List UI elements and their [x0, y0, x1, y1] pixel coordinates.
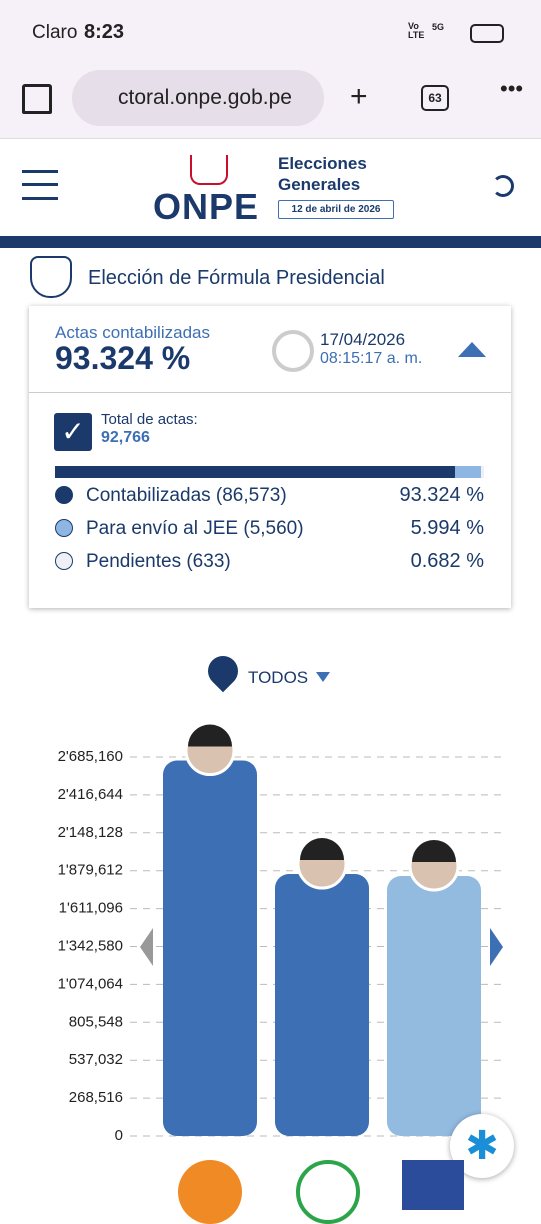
- y-tick-label: 1'611,096: [59, 900, 123, 917]
- y-tick-label: 2'148,128: [58, 824, 123, 841]
- legend-dot: [55, 519, 73, 537]
- y-tick-label: 537,032: [69, 1051, 123, 1068]
- collapse[interactable]: [458, 342, 486, 357]
- party-logo: [402, 1160, 464, 1210]
- bar: [163, 760, 257, 1136]
- progress-bar: [55, 466, 484, 478]
- legend-percent: 0.682 %: [410, 550, 484, 572]
- filter-label[interactable]: TODOS: [248, 668, 309, 687]
- bar: [275, 874, 369, 1136]
- y-tick-label: 1'879,612: [58, 862, 123, 879]
- legend-percent: 93.324 %: [399, 484, 484, 506]
- acts-label: Actas contabilizadas: [55, 323, 210, 342]
- network: 5G: [432, 22, 445, 32]
- volte: Vo LTE: [408, 21, 425, 40]
- progress-segment: [55, 466, 456, 478]
- new-tab[interactable]: +: [350, 80, 368, 113]
- tab-count[interactable]: 63: [421, 85, 449, 111]
- chart: 0 268,516 537,032 805,548 1'074,064 1'342,580…: [58, 724, 505, 1144]
- y-tick-label: 1'342,580: [58, 937, 123, 954]
- y-tick-label: 0: [115, 1127, 123, 1144]
- update-date: 17/04/2026: [320, 330, 406, 349]
- y-tick-label: 1'074,064: [58, 975, 123, 992]
- header-title: Generales: [278, 175, 361, 194]
- legend-label: Pendientes (633): [86, 551, 231, 572]
- menu-dots[interactable]: •••: [500, 78, 523, 100]
- total-value: 92,766: [101, 429, 150, 446]
- scroll-right: [490, 928, 503, 966]
- candidate-hair: [188, 724, 233, 747]
- url: ctoral.onpe.gob.pe: [118, 86, 292, 109]
- clock-icon: [272, 330, 314, 372]
- coat-of-arms: [30, 256, 72, 298]
- clock: 8:23: [84, 21, 125, 43]
- y-tick-label: 2'685,160: [58, 748, 123, 765]
- battery: [470, 24, 504, 43]
- card-divider: [29, 392, 511, 393]
- y-tick-label: 805,548: [69, 1013, 123, 1030]
- filter-caret[interactable]: [316, 672, 330, 682]
- share[interactable]: [492, 175, 514, 197]
- section-title: Elección de Fórmula Presidencial: [88, 267, 385, 289]
- hamburger[interactable]: [22, 170, 58, 200]
- url-field[interactable]: [72, 70, 324, 126]
- update-time: 08:15:17 a. m.: [320, 350, 423, 367]
- progress-segment: [455, 466, 482, 478]
- legend-dot: [55, 552, 73, 570]
- legend-percent: 5.994 %: [410, 517, 484, 539]
- status-bar: [0, 0, 541, 62]
- acts-percent: 93.324 %: [55, 340, 191, 376]
- y-tick-label: 2'416,644: [58, 786, 123, 803]
- location-pin: [201, 649, 245, 693]
- party-logo: [178, 1160, 242, 1224]
- legend-label: Para envío al JEE (5,560): [86, 518, 304, 539]
- candidate-hair: [300, 838, 344, 861]
- accessibility[interactable]: ✱: [450, 1114, 514, 1178]
- home-button[interactable]: [22, 84, 52, 114]
- header-title: Elecciones: [278, 154, 367, 173]
- header-band: [0, 236, 541, 248]
- total-label: Total de actas:: [101, 411, 198, 428]
- clipboard-icon: ✓: [54, 413, 92, 451]
- legend-dot: [55, 486, 73, 504]
- y-tick-label: 268,516: [69, 1089, 123, 1106]
- carrier: Claro: [32, 22, 78, 43]
- header-date: 12 de abril de 2026: [278, 200, 394, 219]
- candidate-hair: [412, 840, 456, 863]
- logo-hand: [190, 155, 228, 185]
- legend-label: Contabilizadas (86,573): [86, 485, 287, 506]
- scroll-left: [140, 928, 153, 966]
- logo: ONPE: [153, 186, 260, 227]
- party-logo: [296, 1160, 360, 1224]
- bar: [387, 876, 481, 1136]
- card: [29, 306, 511, 608]
